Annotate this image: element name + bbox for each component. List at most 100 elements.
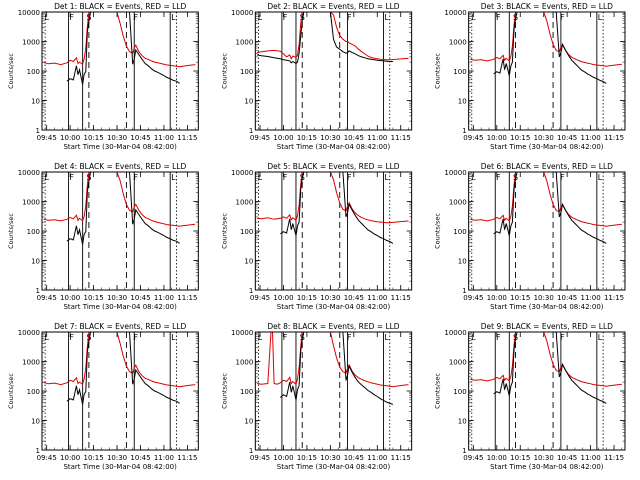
y-axis-label: Counts/sec	[7, 373, 15, 409]
marker-label: F	[347, 13, 352, 22]
x-tick-label: 10:30	[534, 134, 554, 142]
plot-frame	[41, 331, 199, 451]
x-tick-label: 10:15	[83, 134, 103, 142]
x-tick-label: 09:45	[37, 294, 57, 302]
x-tick-label: 11:00	[581, 294, 601, 302]
x-tick-label: 10:15	[510, 454, 530, 462]
x-tick-label: 10:15	[510, 134, 530, 142]
marker-label: S	[86, 333, 91, 342]
x-axis-label: Start Time (30-Mar-04 08:42:00)	[63, 463, 177, 471]
marker-label: S	[86, 13, 91, 22]
x-tick-label: 11:15	[391, 294, 411, 302]
x-tick-label: 11:15	[177, 134, 197, 142]
y-tick-label: 10	[458, 418, 467, 426]
series-red	[470, 12, 622, 67]
plot-frame	[41, 171, 199, 291]
plot-frame	[468, 171, 626, 291]
marker-label: L	[171, 333, 176, 342]
x-tick-label: 11:15	[604, 454, 624, 462]
y-tick-label: 100	[27, 228, 40, 236]
y-axis-label: Counts/sec	[434, 373, 442, 409]
panel-title: Det 8: BLACK = Events, RED = LLD	[267, 322, 399, 331]
x-tick-label: 11:15	[604, 134, 624, 142]
marker-label: L	[44, 173, 49, 182]
x-tick-label: 11:00	[581, 454, 601, 462]
y-tick-label: 10	[244, 418, 253, 426]
x-tick-label: 09:45	[463, 454, 483, 462]
y-axis-label: Counts/sec	[220, 213, 228, 249]
x-tick-label: 10:00	[273, 134, 293, 142]
y-tick-label: 1000	[449, 39, 467, 47]
marker-label: F	[283, 13, 288, 22]
x-axis-label: Start Time (30-Mar-04 08:42:00)	[277, 143, 391, 151]
y-tick-label: 1000	[449, 359, 467, 367]
x-tick-label: 09:45	[37, 134, 57, 142]
marker-label: F	[560, 13, 565, 22]
x-tick-label: 10:15	[297, 294, 317, 302]
x-tick-label: 10:15	[297, 454, 317, 462]
series-red	[256, 12, 409, 61]
x-tick-label: 10:30	[534, 454, 554, 462]
y-tick-label: 100	[453, 228, 466, 236]
panel-det-8: 1 10 100 1000 10000 09:45 10:00 10:15 10:30 10:45…	[220, 322, 413, 471]
y-tick-label: 1	[36, 127, 40, 135]
x-tick-label: 10:15	[297, 134, 317, 142]
y-tick-label: 1000	[22, 39, 40, 47]
x-tick-label: 09:45	[250, 294, 270, 302]
series-black	[493, 12, 607, 84]
marker-label: F	[133, 333, 138, 342]
panel-title: Det 5: BLACK = Events, RED = LLD	[267, 162, 399, 171]
marker-label: L	[598, 333, 603, 342]
x-tick-label: 11:15	[391, 454, 411, 462]
x-tick-label: 10:30	[107, 134, 127, 142]
y-tick-label: 10	[31, 418, 40, 426]
series-black	[280, 172, 394, 244]
y-tick-label: 100	[240, 68, 253, 76]
plot-frame	[468, 331, 626, 451]
x-tick-label: 11:00	[367, 134, 387, 142]
series-black	[66, 172, 180, 245]
panel-det-4: 1 10 100 1000 10000 09:45 10:00 10:15 10:30 10:45…	[7, 162, 199, 311]
y-tick-label: 10000	[231, 9, 253, 17]
x-tick-label: 09:45	[463, 294, 483, 302]
y-tick-label: 1000	[22, 199, 40, 207]
x-tick-label: 10:45	[557, 454, 577, 462]
x-tick-label: 10:15	[510, 294, 530, 302]
x-tick-label: 10:00	[273, 454, 293, 462]
panel-det-3: 1 10 100 1000 10000 09:45 10:00 10:15 10:30 10:45…	[434, 2, 626, 151]
x-tick-label: 10:45	[130, 454, 150, 462]
marker-label: F	[560, 333, 565, 342]
y-tick-label: 10000	[18, 9, 40, 17]
series-black	[493, 332, 607, 404]
y-axis-label: Counts/sec	[434, 213, 442, 249]
x-tick-label: 11:15	[391, 134, 411, 142]
y-tick-label: 100	[453, 388, 466, 396]
plot-frame	[254, 11, 413, 131]
x-tick-label: 10:00	[487, 294, 507, 302]
series-red	[470, 172, 622, 227]
y-tick-label: 1000	[449, 199, 467, 207]
y-tick-label: 10000	[231, 329, 253, 337]
plot-frame	[468, 11, 626, 131]
y-tick-label: 1000	[236, 39, 254, 47]
y-axis-label: Counts/sec	[220, 53, 228, 89]
marker-label: F	[496, 173, 501, 182]
series-black	[279, 332, 394, 405]
y-axis-label: Counts/sec	[7, 53, 15, 89]
x-tick-label: 11:15	[177, 294, 197, 302]
series-red	[256, 332, 409, 388]
x-tick-label: 10:00	[487, 454, 507, 462]
y-tick-label: 10	[458, 98, 467, 106]
marker-label: S	[300, 13, 305, 22]
x-axis-label: Start Time (30-Mar-04 08:42:00)	[63, 303, 177, 311]
x-tick-label: 10:00	[60, 134, 80, 142]
x-tick-label: 10:45	[557, 134, 577, 142]
y-tick-label: 10000	[18, 169, 40, 177]
marker-label: F	[560, 173, 565, 182]
x-tick-label: 11:00	[154, 134, 174, 142]
y-tick-label: 10000	[444, 169, 466, 177]
marker-label: L	[258, 173, 263, 182]
plot-frame	[254, 171, 413, 291]
marker-label: F	[496, 333, 501, 342]
x-tick-label: 11:00	[581, 134, 601, 142]
